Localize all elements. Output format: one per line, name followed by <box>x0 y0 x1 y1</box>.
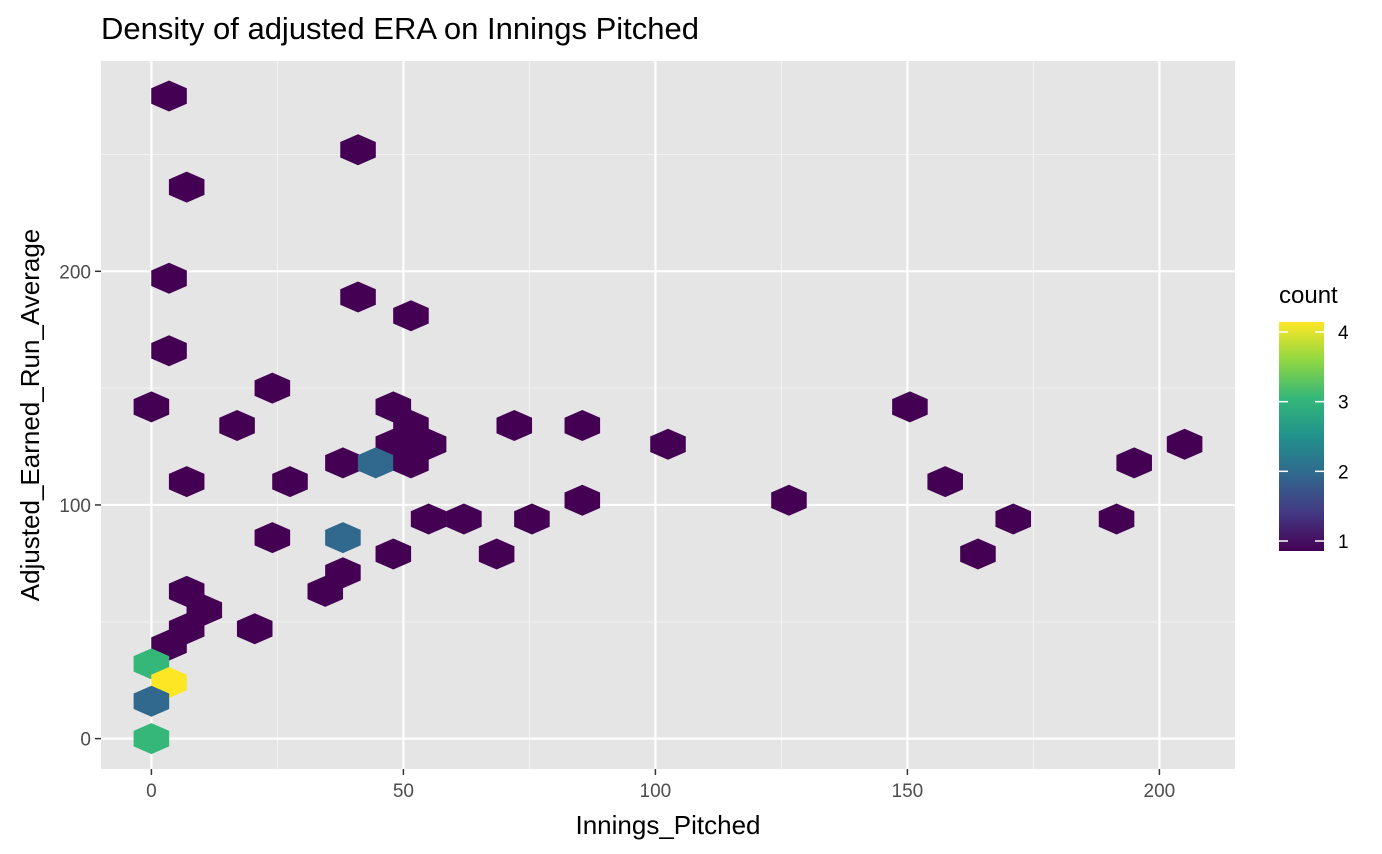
hex-bin <box>254 372 291 404</box>
hex-bin <box>771 484 807 516</box>
major-gridlines <box>101 61 1235 769</box>
hex-bin <box>151 335 187 367</box>
hex-bin <box>133 391 170 423</box>
legend-ticks: 1 2 3 4 <box>1279 323 1349 553</box>
hex-bin <box>446 503 482 535</box>
hex-bin <box>151 262 187 294</box>
hex-bin <box>650 428 686 460</box>
hex-bin <box>219 410 255 442</box>
hex-bin <box>151 80 187 112</box>
x-tick-label: 100 <box>640 781 672 802</box>
hex-bin <box>1166 428 1203 460</box>
hex-bin <box>133 685 170 717</box>
x-tick-label: 50 <box>393 781 414 802</box>
hex-bin <box>1098 503 1135 535</box>
hex-bin <box>995 503 1032 535</box>
y-axis: 0 100 200 <box>59 262 101 751</box>
chart-title: Density of adjusted ERA on Innings Pitch… <box>101 11 699 46</box>
color-legend: count 1 2 3 4 <box>1279 282 1349 553</box>
hex-bin <box>564 410 601 442</box>
x-tick-label: 200 <box>1144 781 1176 802</box>
y-tick-label: 200 <box>59 262 91 283</box>
hex-bin <box>307 575 344 607</box>
hex-bin <box>254 522 291 554</box>
hex-bin <box>496 410 533 442</box>
hex-bin <box>168 466 205 498</box>
hex-bin <box>927 466 963 498</box>
hex-bin <box>393 300 429 332</box>
plot-panel <box>101 61 1235 769</box>
hex-bin <box>168 171 205 203</box>
hex-bin <box>1116 447 1152 479</box>
legend-title: count <box>1279 282 1338 309</box>
hex-bin <box>325 522 361 554</box>
x-axis-title: Innings_Pitched <box>575 810 760 840</box>
hex-bin <box>892 391 928 423</box>
hex-bin <box>960 538 996 570</box>
hex-bin <box>393 447 429 479</box>
legend-tick-label: 2 <box>1338 462 1349 483</box>
legend-tick-label: 3 <box>1338 393 1349 414</box>
hex-bin <box>340 281 376 313</box>
hex-bin <box>357 447 394 479</box>
x-tick-label: 0 <box>146 781 157 802</box>
hex-bins <box>133 80 1203 755</box>
hex-bin <box>410 503 447 535</box>
hex-bin <box>514 503 550 535</box>
hex-bin <box>340 134 376 166</box>
legend-tick-label: 1 <box>1338 532 1349 553</box>
y-tick-label: 0 <box>80 730 91 751</box>
hex-bin <box>478 538 515 570</box>
hex-bin <box>375 538 412 570</box>
y-axis-title: Adjusted_Earned_Run_Average <box>15 229 45 601</box>
x-axis: 0 50 100 150 200 <box>146 769 1175 802</box>
legend-tick-label: 4 <box>1338 323 1349 344</box>
hex-bin <box>325 447 361 479</box>
x-tick-label: 150 <box>892 781 924 802</box>
hex-bin <box>236 613 273 645</box>
hex-bin <box>133 723 170 755</box>
hex-bin <box>564 484 601 516</box>
legend-colorbar <box>1279 322 1324 551</box>
hex-bin <box>272 466 308 498</box>
y-tick-label: 100 <box>59 496 91 517</box>
